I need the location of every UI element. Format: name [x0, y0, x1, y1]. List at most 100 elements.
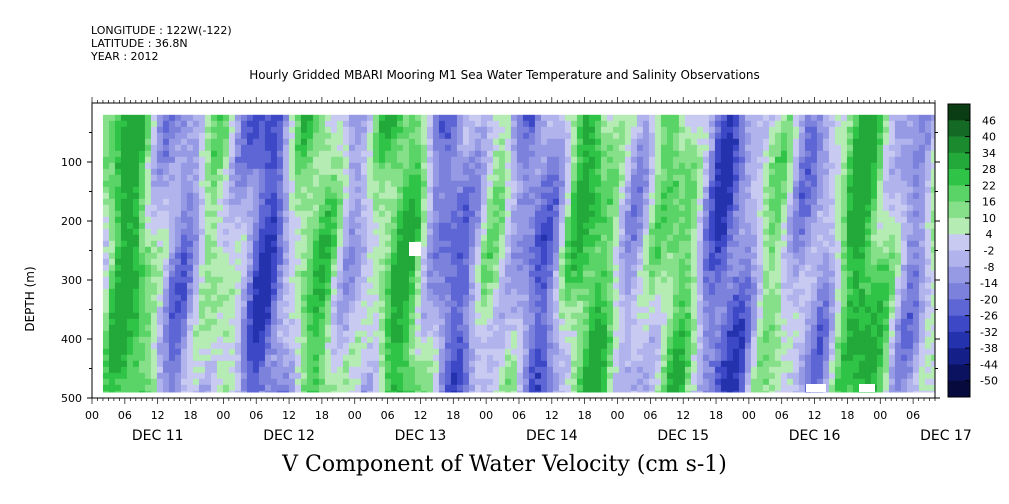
- heatmap-cell: [720, 306, 728, 314]
- heatmap-cell: [108, 306, 116, 314]
- heatmap-cell: [372, 210, 380, 218]
- heatmap-cell: [510, 114, 518, 122]
- heatmap-cell: [726, 240, 734, 248]
- heatmap-cell: [228, 168, 236, 176]
- heatmap-cell: [720, 288, 728, 296]
- heatmap-cell: [468, 210, 476, 218]
- heatmap-cell: [642, 192, 650, 200]
- heatmap-cell: [570, 372, 578, 380]
- heatmap-cell: [666, 150, 674, 158]
- heatmap-cell: [324, 294, 332, 302]
- heatmap-cell: [138, 336, 146, 344]
- heatmap-cell: [372, 306, 380, 314]
- heatmap-cell: [552, 114, 560, 122]
- heatmap-cell: [312, 264, 320, 272]
- heatmap-cell: [696, 324, 704, 332]
- heatmap-cell: [546, 336, 554, 344]
- heatmap-cell: [120, 204, 128, 212]
- heatmap-cell: [558, 204, 566, 212]
- heatmap-cell: [408, 348, 416, 356]
- heatmap-cell: [588, 282, 596, 290]
- heatmap-cell: [156, 372, 164, 380]
- heatmap-cell: [348, 174, 356, 182]
- heatmap-cell: [504, 354, 512, 362]
- heatmap-cell: [738, 120, 746, 128]
- heatmap-cell: [348, 162, 356, 170]
- heatmap-cell: [660, 210, 668, 218]
- heatmap-cell: [492, 114, 500, 122]
- heatmap-cell: [696, 162, 704, 170]
- heatmap-cell: [438, 126, 446, 134]
- heatmap-cell: [552, 240, 560, 248]
- heatmap-cell: [654, 288, 662, 296]
- heatmap-cell: [720, 144, 728, 152]
- heatmap-cell: [546, 258, 554, 266]
- heatmap-cell: [504, 300, 512, 308]
- heatmap-cell: [672, 180, 680, 188]
- heatmap-cell: [252, 372, 260, 380]
- heatmap-cell: [702, 318, 710, 326]
- heatmap-cell: [288, 318, 296, 326]
- heatmap-cell: [462, 120, 470, 128]
- heatmap-cell: [240, 276, 248, 284]
- heatmap-cell: [216, 138, 224, 146]
- heatmap-cell: [582, 126, 590, 134]
- heatmap-cell: [624, 306, 632, 314]
- heatmap-cell: [654, 150, 662, 158]
- heatmap-cell: [660, 228, 668, 236]
- heatmap-cell: [162, 138, 170, 146]
- heatmap-cell: [162, 330, 170, 338]
- heatmap-cell: [282, 210, 290, 218]
- heatmap-cell: [636, 234, 644, 242]
- heatmap-cell: [654, 282, 662, 290]
- heatmap-cell: [276, 378, 284, 386]
- heatmap-cell: [348, 198, 356, 206]
- heatmap-cell: [606, 246, 614, 254]
- heatmap-cell: [486, 114, 494, 122]
- heatmap-cell: [276, 276, 284, 284]
- heatmap-cell: [648, 180, 656, 188]
- heatmap-cell: [618, 138, 626, 146]
- heatmap-cell: [498, 300, 506, 308]
- heatmap-cell: [678, 384, 686, 392]
- heatmap-cell: [504, 294, 512, 302]
- heatmap-cell: [360, 186, 368, 194]
- heatmap-cell: [660, 162, 668, 170]
- heatmap-cell: [174, 162, 182, 170]
- heatmap-cell: [624, 282, 632, 290]
- heatmap-cell: [522, 366, 530, 374]
- heatmap-cell: [486, 324, 494, 332]
- heatmap-cell: [108, 114, 116, 122]
- heatmap-cell: [546, 276, 554, 284]
- heatmap-cell: [426, 168, 434, 176]
- heatmap-cell: [354, 378, 362, 386]
- heatmap-cell: [264, 312, 272, 320]
- heatmap-cell: [558, 174, 566, 182]
- heatmap-cell: [102, 354, 110, 362]
- heatmap-cell: [234, 114, 242, 122]
- heatmap-cell: [672, 342, 680, 350]
- heatmap-cell: [456, 264, 464, 272]
- heatmap-cell: [300, 330, 308, 338]
- heatmap-cell: [270, 234, 278, 242]
- heatmap-cell: [468, 198, 476, 206]
- heatmap-cell: [456, 318, 464, 326]
- heatmap-cell: [480, 132, 488, 140]
- heatmap-cell: [468, 192, 476, 200]
- heatmap-cell: [564, 300, 572, 308]
- heatmap-cell: [180, 342, 188, 350]
- heatmap-cell: [456, 324, 464, 332]
- heatmap-cell: [606, 132, 614, 140]
- heatmap-cell: [402, 198, 410, 206]
- heatmap-cell: [312, 300, 320, 308]
- heatmap-cell: [306, 312, 314, 320]
- heatmap-cell: [438, 132, 446, 140]
- heatmap-cell: [408, 312, 416, 320]
- heatmap-cell: [396, 138, 404, 146]
- heatmap-cell: [174, 180, 182, 188]
- heatmap-cell: [552, 318, 560, 326]
- heatmap-cell: [486, 348, 494, 356]
- heatmap-cell: [366, 222, 374, 230]
- heatmap-cell: [600, 162, 608, 170]
- heatmap-cell: [186, 324, 194, 332]
